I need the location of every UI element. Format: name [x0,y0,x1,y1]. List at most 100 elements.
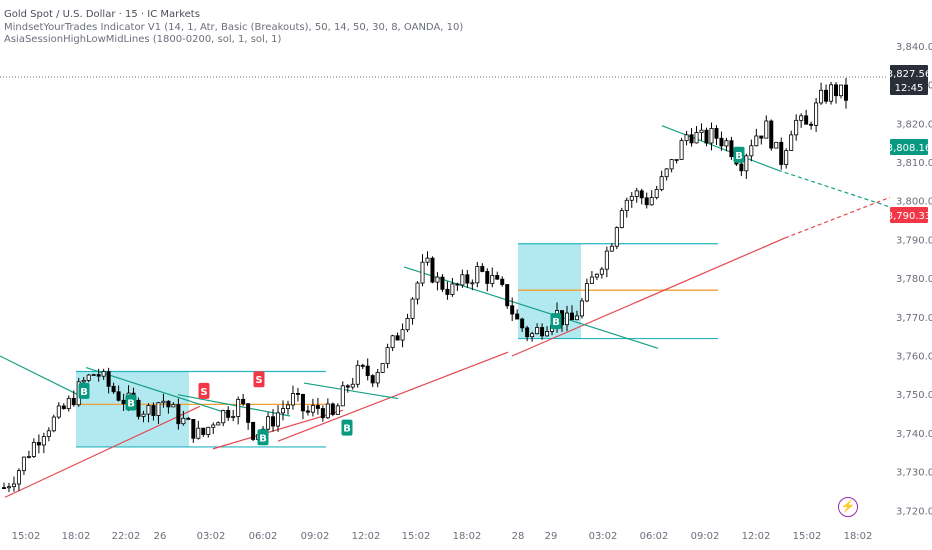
buy-signal-label: B [550,313,562,330]
candle-body [639,190,644,199]
candle [31,438,36,458]
resistance-trendline [661,125,779,171]
resistance-trendline [303,382,399,400]
price-tick-label: 3,730.00 [896,468,932,479]
candle [290,385,295,410]
candle-body [385,347,390,364]
candle-body [101,371,106,377]
candle-body [679,140,684,160]
candle-body [579,300,584,317]
candle-body [495,275,500,280]
candle [609,243,614,252]
candle-body [11,483,16,488]
indicator-legend-2[interactable]: AsiaSessionHighLowMidLines (1800-0200, s… [4,34,282,45]
candle-body [86,374,91,381]
candle-body [271,416,276,427]
candle [196,421,201,440]
candle [176,398,181,430]
candle [345,384,350,393]
candle-body [485,271,490,284]
candle [510,297,515,321]
candle [430,256,435,284]
candle [11,476,16,492]
candle-body [201,427,206,435]
price-tick-label: 3,720.00 [896,506,932,517]
time-tick-label: 15:02 [793,531,822,542]
candle [839,84,844,99]
candle-body [829,84,834,102]
time-axis: 15:02 18:02 22:02 26 03:02 06:02 09:02 12:02 15:… [12,531,873,542]
candle [26,450,31,459]
candle [236,396,241,425]
sell-signal-letter: S [255,375,262,386]
candle [769,119,774,151]
candle [151,402,156,421]
candle [709,122,714,151]
candle-body [21,456,26,472]
candle-body [206,426,211,435]
time-tick-label: 03:02 [197,531,226,542]
symbol-title[interactable]: Gold Spot / U.S. Dollar · 15 · IC Market… [4,9,200,20]
price-tick-label: 3,810.00 [896,158,932,169]
candle [300,393,305,420]
candle-body [435,276,440,283]
support-trendline [277,351,509,442]
candle-body [61,405,66,409]
buy-signal-letter: B [343,424,351,435]
trend-lines [0,125,891,498]
candle [310,398,315,417]
candle-body [769,120,774,149]
candle-body [804,115,809,125]
lightning-icon[interactable]: ⚡ [838,497,858,517]
candle [385,343,390,369]
indicator-legend-1[interactable]: MindsetYourTrades Indicator V1 (14, 1, A… [4,21,464,33]
candle [659,170,664,192]
candle [325,398,330,420]
support-trendline-extension [784,196,891,239]
candle [251,421,256,442]
candle-body [629,196,634,201]
candle-body [251,421,256,440]
sell-signal-box [253,371,265,388]
candle [295,388,300,402]
candle [579,297,584,319]
asia-session-box [518,243,581,339]
candle-body [574,315,579,321]
candle-body [839,84,844,97]
candle-body [525,327,530,338]
candle [749,139,754,162]
candle [475,261,480,288]
candle [420,254,425,287]
asia-session-boxes [76,243,718,448]
candle-body [146,405,151,415]
candle [241,393,246,407]
last-price-tag: 3,827.56 12:45 [887,65,931,95]
candle-body [380,363,385,373]
candle-body [649,197,654,206]
candle [66,395,71,412]
candle [644,192,649,209]
candle [724,137,729,152]
candle [206,426,211,438]
candle-body [350,383,355,388]
candle [201,427,206,437]
buy-signal-label: B [733,146,745,163]
candle [355,360,360,388]
candle-body [634,190,639,197]
candle [36,434,41,454]
time-tick-label: 26 [154,531,167,542]
candle [425,251,430,266]
candle-body [450,283,455,295]
candle-body [540,327,545,337]
candle-body [246,403,251,423]
candle-body [300,394,305,412]
buy-signal-label: B [257,429,269,446]
candle-body [236,398,241,417]
buy-signal-letter: B [552,317,560,328]
buy-signal-letter: B [735,151,743,162]
candle [465,270,470,288]
candle [6,482,11,493]
candle [589,271,594,285]
candle-body [320,408,325,419]
